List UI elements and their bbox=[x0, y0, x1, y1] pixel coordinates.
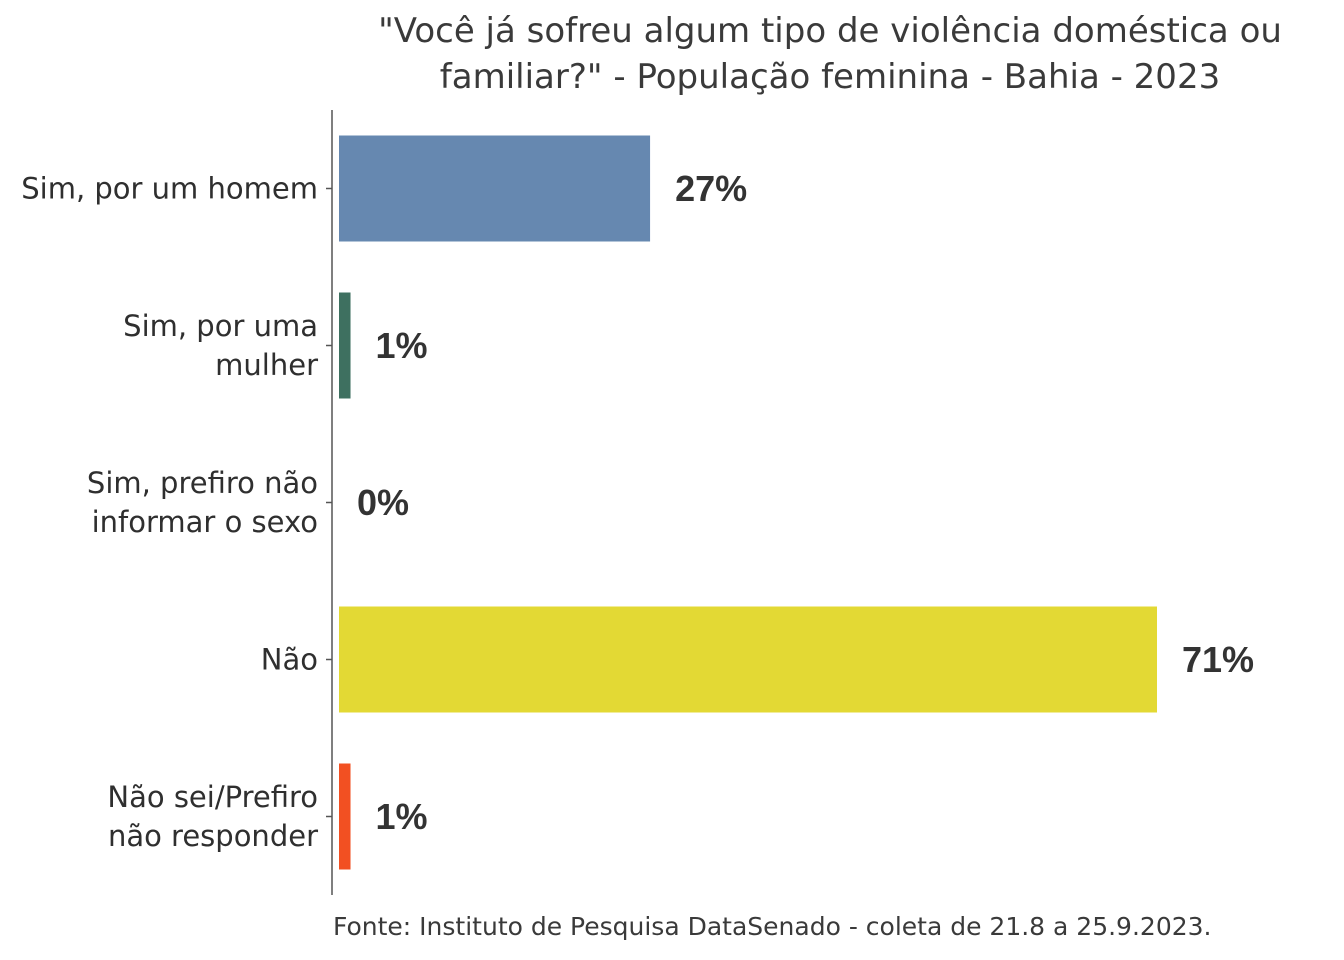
category-label-1-line-1: mulher bbox=[215, 348, 318, 382]
bar-4 bbox=[339, 763, 351, 870]
chart-title-line-1: "Você já sofreu algum tipo de violência … bbox=[378, 11, 1282, 51]
category-label-3: Não bbox=[261, 643, 318, 677]
value-label-3: 71% bbox=[1182, 639, 1254, 680]
category-label-1: Sim, por uma mulher bbox=[123, 309, 318, 382]
chart-title: "Você já sofreu algum tipo de violência … bbox=[330, 8, 1330, 100]
value-label-2: 0% bbox=[357, 482, 409, 523]
category-label-4: Não sei/Prefiro não responder bbox=[107, 780, 318, 853]
category-label-2: Sim, prefiro não informar o sexo bbox=[87, 466, 318, 539]
category-label-2-line-1: informar o sexo bbox=[92, 505, 318, 539]
category-label-4-line-0: Não sei/Prefiro bbox=[107, 780, 318, 814]
value-label-0: 27% bbox=[675, 168, 747, 209]
category-label-0: Sim, por um homem bbox=[21, 172, 318, 206]
value-label-1: 1% bbox=[376, 325, 428, 366]
bar-1 bbox=[339, 292, 351, 399]
bar-0 bbox=[339, 135, 651, 242]
category-label-3-line-0: Não bbox=[261, 643, 318, 677]
category-label-1-line-0: Sim, por uma bbox=[123, 309, 318, 343]
bar-3 bbox=[339, 606, 1157, 713]
source-note: Fonte: Instituto de Pesquisa DataSenado … bbox=[333, 912, 1212, 941]
category-label-0-line-0: Sim, por um homem bbox=[21, 172, 318, 206]
category-label-4-line-1: não responder bbox=[108, 819, 318, 853]
category-label-2-line-0: Sim, prefiro não bbox=[87, 466, 318, 500]
value-label-4: 1% bbox=[376, 796, 428, 837]
chart-title-line-2: familiar?" - População feminina - Bahia … bbox=[439, 57, 1221, 97]
